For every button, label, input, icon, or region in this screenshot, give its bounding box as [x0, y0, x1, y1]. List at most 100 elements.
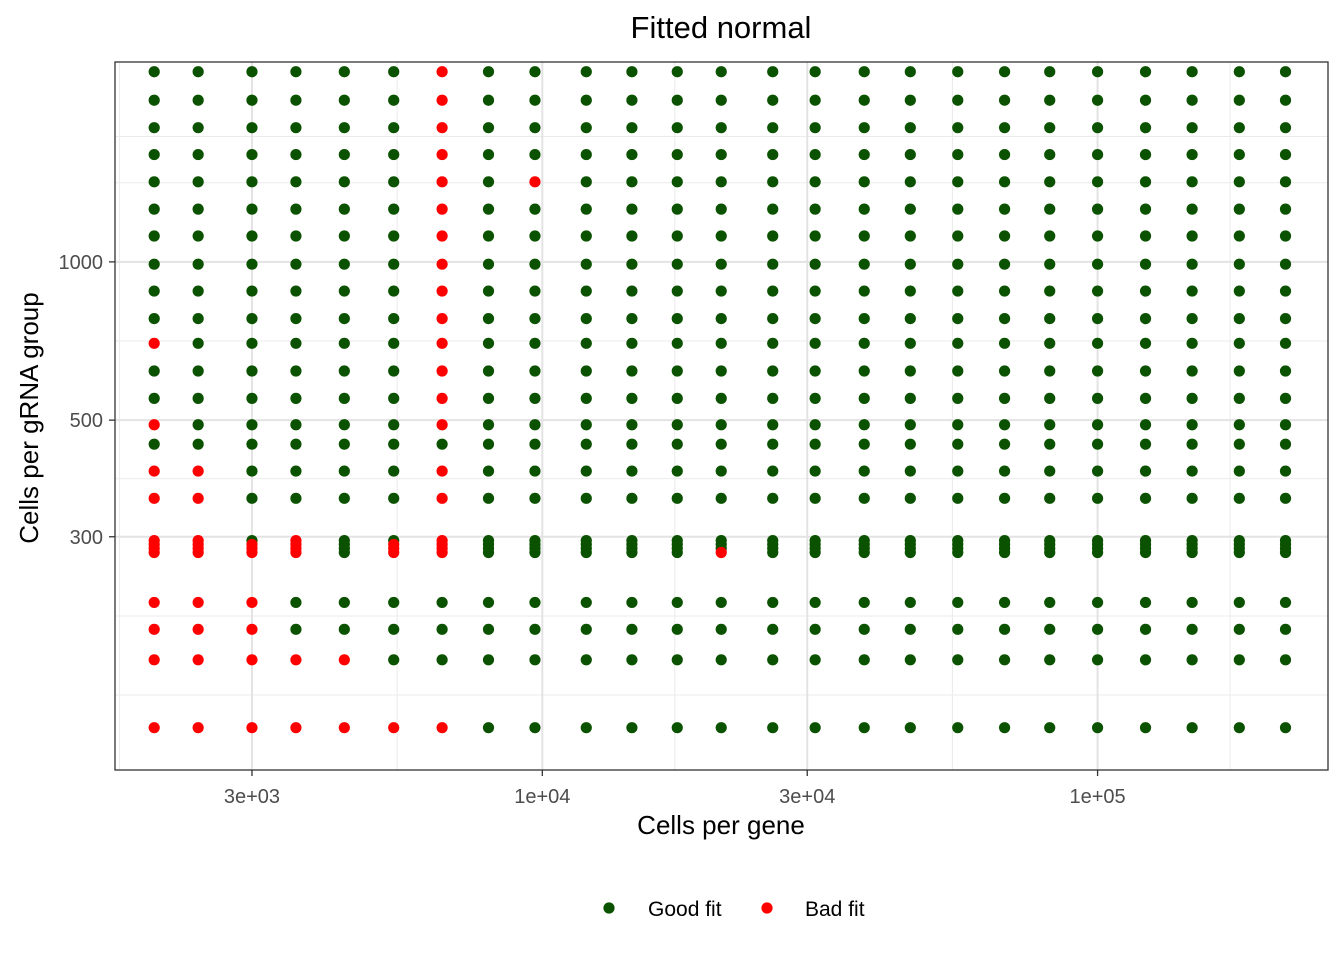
good-fit-point — [809, 722, 821, 734]
good-fit-point — [290, 66, 302, 78]
good-fit-point — [952, 313, 964, 325]
good-fit-point — [767, 94, 779, 106]
good-fit-point — [1233, 148, 1245, 161]
good-fit-point — [580, 392, 592, 404]
good-fit-point — [671, 596, 683, 609]
bad-fit-point — [148, 722, 160, 734]
good-fit-point — [952, 66, 964, 78]
good-fit-point — [626, 66, 638, 78]
good-fit-point — [904, 623, 916, 635]
good-fit-point — [1186, 438, 1198, 450]
good-fit-point — [1091, 148, 1104, 161]
good-fit-point — [192, 365, 204, 377]
good-fit-point — [1091, 94, 1104, 106]
bad-fit-point — [148, 596, 160, 609]
good-fit-point — [290, 596, 302, 609]
good-fit-point — [998, 313, 1011, 325]
good-fit-point — [246, 148, 258, 161]
good-fit-point — [671, 722, 683, 734]
good-fit-point — [626, 94, 638, 106]
good-fit-point — [290, 230, 302, 242]
good-fit-point — [580, 337, 592, 349]
good-fit-point — [1233, 438, 1245, 450]
good-fit-point — [767, 313, 779, 325]
good-fit-point — [1233, 313, 1245, 325]
good-fit-point — [715, 419, 727, 431]
good-fit-point — [809, 66, 821, 78]
good-fit-point — [715, 438, 727, 450]
good-fit-point — [1044, 438, 1056, 450]
good-fit-point — [338, 623, 350, 635]
bad-fit-point — [436, 258, 448, 270]
good-fit-point — [290, 313, 302, 325]
good-fit-point — [858, 230, 870, 242]
good-fit-point — [952, 94, 964, 106]
legend-key-good-fit — [603, 902, 615, 914]
good-fit-point — [767, 337, 779, 349]
good-fit-point — [998, 122, 1011, 134]
good-fit-point — [1139, 203, 1152, 215]
good-fit-point — [858, 492, 870, 504]
good-fit-point — [671, 176, 683, 188]
good-fit-point — [246, 313, 258, 325]
good-fit-point — [767, 285, 779, 297]
good-fit-point — [388, 148, 400, 161]
good-fit-point — [1139, 176, 1152, 188]
good-fit-point — [1139, 66, 1152, 78]
good-fit-point — [952, 176, 964, 188]
good-fit-point — [1279, 623, 1292, 635]
good-fit-point — [290, 392, 302, 404]
good-fit-point — [290, 623, 302, 635]
good-fit-point — [626, 392, 638, 404]
good-fit-point — [809, 176, 821, 188]
good-fit-point — [388, 492, 400, 504]
good-fit-point — [767, 258, 779, 270]
good-fit-point — [246, 258, 258, 270]
good-fit-point — [482, 230, 495, 242]
good-fit-point — [148, 258, 160, 270]
good-fit-point — [1233, 392, 1245, 404]
good-fit-point — [715, 623, 727, 635]
bad-fit-point — [436, 203, 448, 215]
good-fit-point — [1233, 203, 1245, 215]
good-fit-point — [858, 122, 870, 134]
good-fit-point — [246, 465, 258, 477]
good-fit-point — [671, 392, 683, 404]
good-fit-point — [148, 230, 160, 242]
good-fit-point — [858, 596, 870, 609]
good-fit-point — [715, 230, 727, 242]
good-fit-point — [148, 148, 160, 161]
good-fit-point — [904, 122, 916, 134]
good-fit-point — [1279, 258, 1292, 270]
good-fit-point — [1044, 66, 1056, 78]
good-fit-point — [1186, 465, 1198, 477]
good-fit-point — [148, 203, 160, 215]
good-fit-point — [338, 66, 350, 78]
good-fit-point — [529, 419, 541, 431]
good-fit-point — [1279, 230, 1292, 242]
good-fit-point — [626, 654, 638, 666]
good-fit-point — [338, 203, 350, 215]
good-fit-point — [1044, 419, 1056, 431]
good-fit-point — [904, 66, 916, 78]
good-fit-point — [809, 365, 821, 377]
bad-fit-point — [436, 148, 448, 161]
good-fit-point — [809, 534, 821, 547]
good-fit-point — [580, 596, 592, 609]
bad-fit-point — [192, 596, 204, 609]
good-fit-point — [626, 258, 638, 270]
good-fit-point — [388, 337, 400, 349]
good-fit-point — [338, 230, 350, 242]
good-fit-point — [246, 122, 258, 134]
good-fit-point — [671, 492, 683, 504]
good-fit-point — [767, 438, 779, 450]
good-fit-point — [952, 122, 964, 134]
good-fit-point — [148, 285, 160, 297]
good-fit-point — [580, 313, 592, 325]
good-fit-point — [1186, 258, 1198, 270]
good-fit-point — [529, 66, 541, 78]
good-fit-point — [388, 285, 400, 297]
good-fit-point — [809, 148, 821, 161]
good-fit-point — [998, 419, 1011, 431]
good-fit-point — [767, 203, 779, 215]
